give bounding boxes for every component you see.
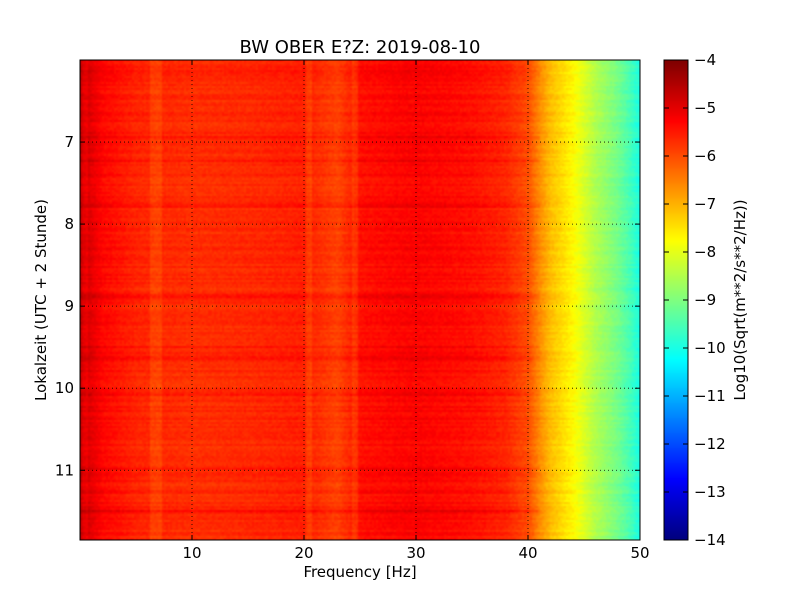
colorbar-ticks: −4 −5 −6 −7 −8 −9 −10 −11 −12 −13 −14 xyxy=(664,51,726,549)
x-tick-label: 20 xyxy=(294,544,313,562)
plot-frame xyxy=(79,59,641,541)
y-tick-label: 11 xyxy=(55,461,74,479)
spectrogram-heatmap xyxy=(80,60,640,540)
colorbar-tick-label: −11 xyxy=(694,387,726,405)
colorbar-tick-label: −12 xyxy=(694,435,726,453)
x-axis-ticks: 10 20 30 40 50 xyxy=(182,60,650,562)
colorbar-tick-label: −13 xyxy=(694,483,726,501)
y-axis-label: Lokalzeit (UTC + 2 Stunde) xyxy=(32,199,50,401)
grid-lines xyxy=(80,60,640,540)
x-tick-label: 30 xyxy=(406,544,425,562)
colorbar-tick-label: −5 xyxy=(694,99,716,117)
y-tick-label: 10 xyxy=(55,379,74,397)
x-tick-label: 50 xyxy=(630,544,649,562)
colorbar-tick-label: −14 xyxy=(694,531,726,549)
colorbar-tick-label: −9 xyxy=(694,291,716,309)
y-axis-ticks: 7 8 9 10 11 xyxy=(55,133,640,479)
colorbar-label: Log10(Sqrt(m**2/s**2/Hz)) xyxy=(731,199,749,400)
colorbar-tick-label: −7 xyxy=(694,195,716,213)
y-tick-label: 7 xyxy=(64,133,74,151)
y-tick-label: 8 xyxy=(64,215,74,233)
colorbar-tick-label: −10 xyxy=(694,339,726,357)
y-tick-label: 9 xyxy=(64,297,74,315)
x-axis-label: Frequency [Hz] xyxy=(303,563,416,581)
colorbar-tick-label: −6 xyxy=(694,147,716,165)
chart-title: BW OBER E?Z: 2019-08-10 xyxy=(240,37,481,58)
x-tick-label: 40 xyxy=(518,544,537,562)
colorbar-tick-label: −4 xyxy=(694,51,716,69)
colorbar-tick-label: −8 xyxy=(694,243,716,261)
x-tick-label: 10 xyxy=(182,544,201,562)
